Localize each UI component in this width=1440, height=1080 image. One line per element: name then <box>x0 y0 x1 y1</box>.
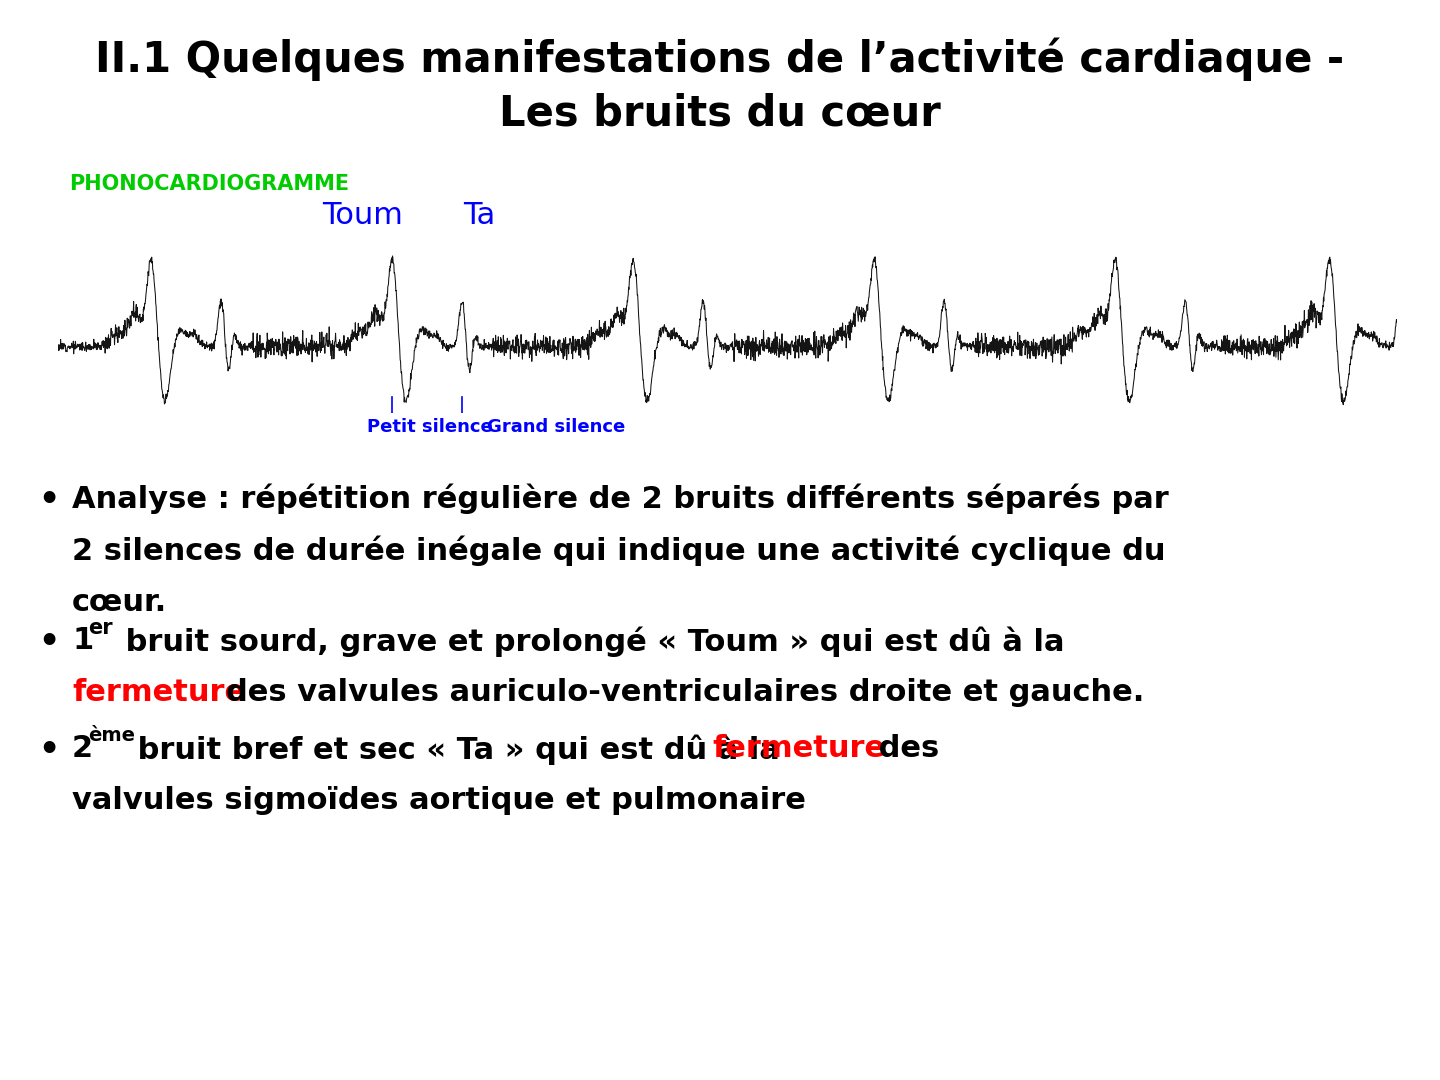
Text: Analyse : répétition régulière de 2 bruits différents séparés par: Analyse : répétition régulière de 2 brui… <box>72 484 1169 514</box>
Text: •: • <box>39 626 59 660</box>
Text: fermeture: fermeture <box>72 678 245 707</box>
Text: ème: ème <box>89 726 135 745</box>
Text: Ta: Ta <box>464 202 495 230</box>
Text: fermeture: fermeture <box>713 734 886 764</box>
Text: Toum: Toum <box>323 202 403 230</box>
Text: er: er <box>89 618 114 638</box>
Text: 2 silences de durée inégale qui indique une activité cyclique du: 2 silences de durée inégale qui indique … <box>72 536 1165 566</box>
Text: bruit sourd, grave et prolongé « Toum » qui est dû à la: bruit sourd, grave et prolongé « Toum » … <box>115 626 1064 657</box>
Text: Petit silence: Petit silence <box>367 418 492 436</box>
Text: cœur.: cœur. <box>72 588 167 617</box>
Text: 1: 1 <box>72 626 94 656</box>
Text: des valvules auriculo-ventriculaires droite et gauche.: des valvules auriculo-ventriculaires dro… <box>226 678 1145 707</box>
Text: PHONOCARDIOGRAMME: PHONOCARDIOGRAMME <box>69 174 350 193</box>
Text: •: • <box>39 734 59 768</box>
Text: •: • <box>39 484 59 517</box>
Text: Les bruits du cœur: Les bruits du cœur <box>500 93 940 134</box>
Text: 2: 2 <box>72 734 94 764</box>
Text: Grand silence: Grand silence <box>487 418 625 436</box>
Text: valvules sigmoïdes aortique et pulmonaire: valvules sigmoïdes aortique et pulmonair… <box>72 786 806 815</box>
Text: des: des <box>868 734 939 764</box>
Text: bruit bref et sec « Ta » qui est dû à la: bruit bref et sec « Ta » qui est dû à la <box>127 734 791 765</box>
Text: II.1 Quelques manifestations de l’activité cardiaque -: II.1 Quelques manifestations de l’activi… <box>95 38 1345 81</box>
